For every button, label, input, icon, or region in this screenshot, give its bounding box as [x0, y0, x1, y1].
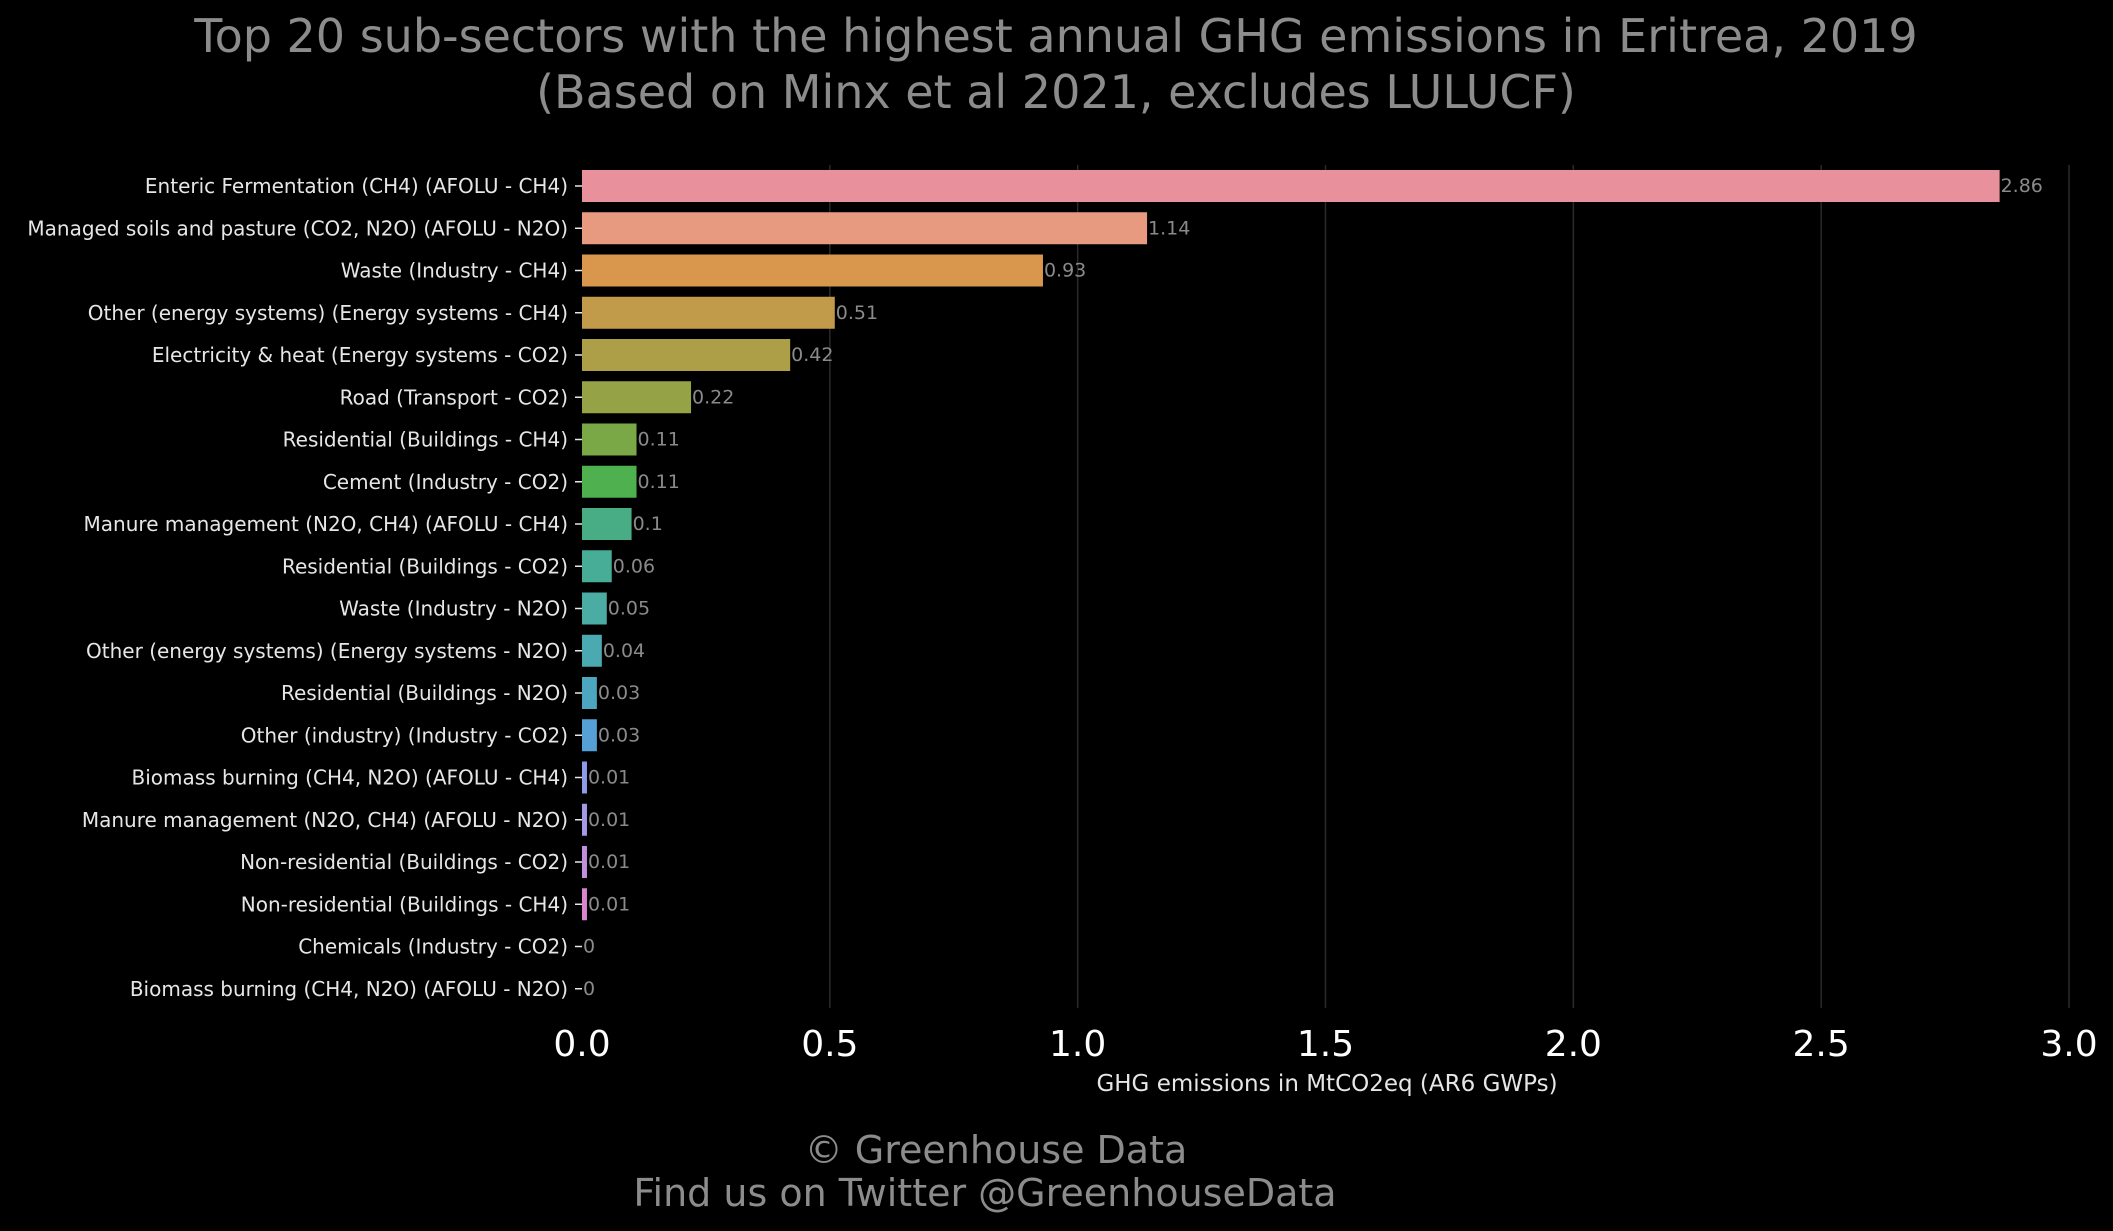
- category-label: Road (Transport - CO2): [340, 385, 568, 409]
- bar: [582, 592, 607, 625]
- x-tick-label: 3.0: [2040, 1024, 2097, 1065]
- category-label: Residential (Buildings - CH4): [283, 428, 568, 452]
- x-tick-label: 1.5: [1297, 1024, 1354, 1065]
- x-tick-labels: 0.0 0.5 1.0 1.5 2.0 2.5 3.0: [553, 1024, 2097, 1065]
- category-label: Managed soils and pasture (CO2, N2O) (AF…: [27, 216, 568, 240]
- value-label: 0.01: [588, 809, 630, 831]
- category-label: Electricity & heat (Energy systems - CO2…: [152, 343, 568, 367]
- bar: [582, 170, 2000, 202]
- bar: [582, 296, 835, 329]
- value-label: 0.51: [836, 302, 878, 324]
- y-tick-marks: [575, 185, 582, 990]
- bar: [582, 846, 587, 878]
- bar: [582, 423, 637, 456]
- bar: [582, 803, 587, 836]
- category-label: Non-residential (Buildings - CO2): [240, 850, 568, 874]
- value-label: 2.86: [2001, 175, 2043, 197]
- value-label: 0.06: [613, 555, 655, 577]
- value-label: 0.03: [598, 724, 640, 746]
- x-tick-label: 1.0: [1049, 1024, 1106, 1065]
- chart-title: Top 20 sub-sectors with the highest annu…: [193, 9, 1917, 63]
- value-label: 0.1: [633, 513, 663, 535]
- value-label: 0.93: [1044, 260, 1086, 282]
- bar: [582, 339, 791, 371]
- category-label: Other (industry) (Industry - CO2): [241, 723, 568, 747]
- category-labels: Enteric Fermentation (CH4) (AFOLU - CH4)…: [27, 174, 568, 1001]
- chart-subtitle: (Based on Minx et al 2021, excludes LULU…: [536, 65, 1576, 119]
- value-label: 0.01: [588, 851, 630, 873]
- category-label: Waste (Industry - N2O): [339, 597, 568, 621]
- category-label: Enteric Fermentation (CH4) (AFOLU - CH4): [145, 174, 568, 198]
- category-label: Manure management (N2O, CH4) (AFOLU - N2…: [82, 808, 568, 832]
- bar: [582, 508, 632, 540]
- category-label: Other (energy systems) (Energy systems -…: [86, 639, 568, 663]
- bar: [582, 761, 587, 794]
- value-label: 0.42: [791, 344, 833, 366]
- value-label: 0.11: [638, 471, 680, 493]
- category-label: Biomass burning (CH4, N2O) (AFOLU - N2O): [130, 977, 568, 1001]
- bar: [582, 381, 692, 414]
- value-label: 0.05: [608, 598, 650, 620]
- value-label: 0.01: [588, 767, 630, 789]
- x-gridlines: [829, 165, 2070, 1008]
- value-label: 0.03: [598, 682, 640, 704]
- bar: [582, 550, 612, 583]
- category-label: Residential (Buildings - CO2): [282, 554, 568, 578]
- value-label: 1.14: [1148, 217, 1190, 239]
- x-tick-label: 0.5: [801, 1024, 858, 1065]
- bars: [582, 170, 2000, 921]
- value-label: 0.22: [692, 386, 734, 408]
- x-tick-label: 2.0: [1545, 1024, 1602, 1065]
- value-labels: 2.86 1.14 0.93 0.510.42 0.22 0.11 0.11 0.1 0.06 0…: [583, 175, 2043, 1000]
- category-label: Non-residential (Buildings - CH4): [241, 892, 568, 916]
- category-label: Biomass burning (CH4, N2O) (AFOLU - CH4): [132, 766, 568, 790]
- bar: [582, 719, 597, 752]
- category-label: Chemicals (Industry - CO2): [298, 935, 568, 959]
- category-label: Residential (Buildings - N2O): [281, 681, 568, 705]
- category-label: Manure management (N2O, CH4) (AFOLU - CH…: [84, 512, 568, 536]
- value-label: 0.04: [603, 640, 645, 662]
- x-tick-label: 0.0: [553, 1024, 610, 1065]
- value-label: 0: [583, 936, 595, 958]
- value-label: 0.01: [588, 893, 630, 915]
- category-label: Other (energy systems) (Energy systems -…: [88, 301, 568, 325]
- bar: [582, 254, 1043, 287]
- bar: [582, 634, 602, 667]
- category-label: Cement (Industry - CO2): [323, 470, 568, 494]
- bar: [582, 677, 597, 709]
- value-label: 0: [583, 978, 595, 1000]
- bar: [582, 212, 1148, 245]
- twitter-credit: Find us on Twitter @GreenhouseData: [633, 1171, 1336, 1215]
- bar: [582, 465, 637, 498]
- value-label: 0.11: [638, 429, 680, 451]
- bar: [582, 888, 587, 921]
- x-tick-label: 2.5: [1793, 1024, 1850, 1065]
- x-axis-label: GHG emissions in MtCO2eq (AR6 GWPs): [1096, 1071, 1557, 1097]
- category-label: Waste (Industry - CH4): [341, 259, 568, 283]
- copyright-text: © Greenhouse Data: [805, 1128, 1188, 1172]
